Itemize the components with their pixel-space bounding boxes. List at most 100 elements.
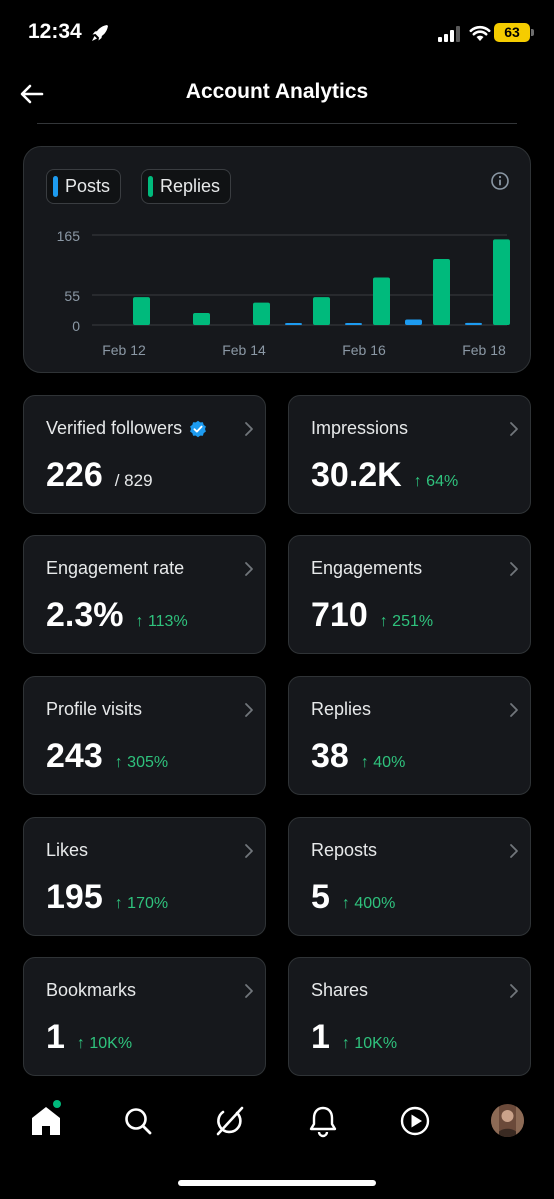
- metric-value-row: 30.2K ↑ 64%: [311, 456, 458, 495]
- chevron-right-icon: [510, 422, 518, 436]
- metric-value-row: 195 ↑ 170%: [46, 878, 168, 917]
- metric-label-text: Verified followers: [46, 418, 183, 438]
- metric-value: 2.3%: [46, 596, 124, 634]
- chevron-right-icon: [510, 844, 518, 858]
- metric-label-text: Shares: [311, 980, 369, 1000]
- metric-label-text: Bookmarks: [46, 980, 137, 1000]
- chevron-right-icon: [245, 703, 253, 717]
- bell-icon[interactable]: [306, 1104, 340, 1138]
- home-icon[interactable]: [29, 1104, 63, 1138]
- metric-change: ↑ 10K%: [341, 1035, 398, 1052]
- x-tick-label-1: Feb 14: [222, 342, 266, 358]
- play-icon[interactable]: [398, 1104, 432, 1138]
- metric-label-text: Reposts: [311, 840, 378, 860]
- metric-value-row: 243 ↑ 305%: [46, 737, 168, 776]
- metric-label: Shares: [311, 980, 368, 1001]
- rocket-icon: [92, 25, 108, 41]
- metric-value: 195: [46, 878, 103, 916]
- bar-posts-3: [285, 323, 302, 325]
- metric-card-impressions[interactable]: Impressions 30.2K ↑ 64%: [288, 395, 531, 514]
- metric-label: Likes: [46, 840, 88, 861]
- bar-replies-1: [193, 313, 210, 325]
- metric-value: 226: [46, 456, 103, 494]
- metric-card-likes[interactable]: Likes 195 ↑ 170%: [23, 817, 266, 936]
- metric-card-profile-visits[interactable]: Profile visits 243 ↑ 305%: [23, 676, 266, 795]
- metric-value: 1: [311, 1018, 330, 1056]
- metric-label: Reposts: [311, 840, 377, 861]
- x-tick-label-3: Feb 18: [462, 342, 506, 358]
- back-arrow-icon[interactable]: [18, 80, 46, 108]
- metric-change: ↑ 64%: [413, 473, 459, 490]
- chevron-right-icon: [245, 984, 253, 998]
- x-tick-label-0: Feb 12: [102, 342, 146, 358]
- metric-label-text: Profile visits: [46, 699, 143, 719]
- legend-posts[interactable]: Posts: [46, 169, 122, 204]
- metric-card-engagements[interactable]: Engagements 710 ↑ 251%: [288, 535, 531, 654]
- metric-value: 30.2K: [311, 456, 402, 494]
- metric-change: ↑ 40%: [360, 754, 406, 771]
- metric-value-row: 226 / 829: [46, 456, 153, 495]
- metric-value: 710: [311, 596, 368, 634]
- metric-change: ↑ 10K%: [76, 1035, 133, 1052]
- page-title: Account Analytics: [185, 80, 369, 103]
- legend-replies-label: Replies: [160, 176, 221, 196]
- chevron-right-icon: [245, 562, 253, 576]
- home-indicator: [178, 1180, 376, 1186]
- metric-change: ↑ 305%: [114, 754, 169, 771]
- metric-label: Engagements: [311, 558, 422, 579]
- metric-value: 5: [311, 878, 330, 916]
- metric-total: / 829: [114, 471, 153, 490]
- bar-posts-5: [405, 319, 422, 325]
- battery-icon: 63: [494, 23, 530, 42]
- chevron-right-icon: [510, 562, 518, 576]
- metric-value-row: 1 ↑ 10K%: [311, 1018, 397, 1057]
- legend-replies[interactable]: Replies: [141, 169, 232, 204]
- bar-posts-4: [345, 323, 362, 325]
- metric-label: Verified followers: [46, 418, 207, 439]
- metric-card-verified-followers[interactable]: Verified followers 226 / 829: [23, 395, 266, 514]
- chevron-right-icon: [245, 422, 253, 436]
- metric-value-row: 2.3% ↑ 113%: [46, 596, 188, 635]
- metric-card-replies[interactable]: Replies 38 ↑ 40%: [288, 676, 531, 795]
- bar-replies-4: [373, 277, 390, 325]
- metric-label: Engagement rate: [46, 558, 184, 579]
- y-tick-label-165: 165: [57, 228, 81, 244]
- y-tick-label-0: 0: [72, 318, 80, 334]
- metric-card-reposts[interactable]: Reposts 5 ↑ 400%: [288, 817, 531, 936]
- home-notification-dot: [53, 1100, 61, 1108]
- bar-replies-6: [493, 239, 510, 325]
- chevron-right-icon: [510, 703, 518, 717]
- header-divider: [37, 123, 517, 124]
- bar-replies-5: [433, 259, 450, 325]
- chevron-right-icon: [245, 844, 253, 858]
- metric-change: ↑ 400%: [341, 895, 396, 912]
- metric-value: 1: [46, 1018, 65, 1056]
- avatar[interactable]: [491, 1104, 524, 1137]
- metric-label: Impressions: [311, 418, 408, 439]
- metric-value-row: 710 ↑ 251%: [311, 596, 433, 635]
- metric-label-text: Replies: [311, 699, 372, 719]
- metric-label-text: Impressions: [311, 418, 409, 438]
- bar-posts-6: [465, 322, 482, 325]
- chevron-right-icon: [510, 984, 518, 998]
- grok-icon[interactable]: [213, 1104, 247, 1138]
- y-tick-label-55: 55: [64, 288, 80, 304]
- bar-replies-3: [313, 297, 330, 325]
- bottom-nav: [0, 1090, 554, 1160]
- info-icon[interactable]: [490, 171, 510, 191]
- metric-card-shares[interactable]: Shares 1 ↑ 10K%: [288, 957, 531, 1076]
- metric-card-bookmarks[interactable]: Bookmarks 1 ↑ 10K%: [23, 957, 266, 1076]
- metric-change: ↑ 113%: [135, 613, 188, 630]
- search-icon[interactable]: [121, 1104, 155, 1138]
- bar-replies-2: [253, 302, 270, 325]
- legend-posts-label: Posts: [65, 176, 111, 196]
- x-tick-label-2: Feb 16: [342, 342, 386, 358]
- status-time: 12:34: [28, 20, 82, 43]
- metric-value-row: 5 ↑ 400%: [311, 878, 395, 917]
- avatar-image: [491, 1104, 524, 1137]
- battery-nub: [531, 29, 534, 36]
- metric-card-engagement-rate[interactable]: Engagement rate 2.3% ↑ 113%: [23, 535, 266, 654]
- metric-label: Replies: [311, 699, 371, 720]
- metric-value: 243: [46, 737, 103, 775]
- bar-chart: 0 55 165 Feb 12 Feb 14 Feb 16 Feb 18: [57, 228, 510, 358]
